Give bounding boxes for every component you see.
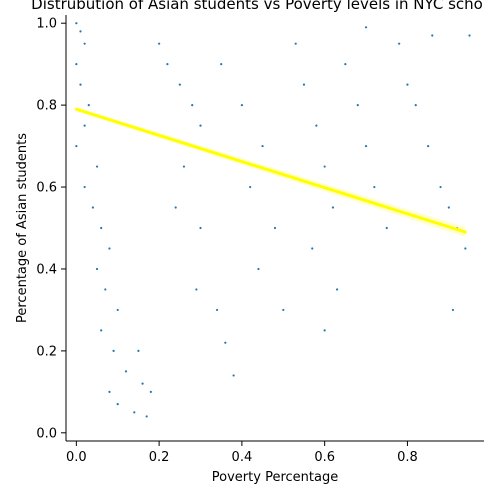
scatter-point: [215, 308, 219, 312]
scatter-point: [323, 165, 326, 168]
scatter-point: [294, 42, 297, 45]
scatter-point: [273, 226, 277, 230]
y-tick-label: 0.6: [36, 181, 57, 196]
axes: [65, 15, 484, 442]
scatter-point: [464, 247, 467, 250]
y-axis-ticks: 0.0 0.2 0.4 0.6 0.8 1.0: [36, 17, 66, 441]
regression: [74, 107, 467, 238]
scatter-point: [335, 288, 339, 291]
scatter-point: [364, 144, 368, 148]
scatter-point: [220, 63, 223, 66]
scatter-point: [373, 185, 376, 189]
scatter-point: [145, 415, 148, 418]
x-tick-label: 0.0: [66, 450, 87, 465]
scatter-point: [331, 206, 335, 209]
y-tick-label: 0.8: [36, 99, 57, 114]
scatter-point: [174, 206, 177, 209]
scatter-point: [95, 267, 99, 271]
x-tick-label: 0.2: [149, 450, 170, 465]
scatter-point: [414, 104, 417, 107]
scatter-point: [240, 104, 243, 107]
scatter-point: [344, 63, 347, 66]
scatter-point: [178, 83, 181, 86]
scatter-point: [100, 226, 103, 230]
chart-title: Distrubution of Asian students vs Povert…: [31, 0, 483, 13]
scatter-point: [468, 34, 471, 37]
scatter-point: [87, 104, 90, 107]
scatter-point: [385, 226, 388, 230]
scatter-point: [79, 30, 82, 33]
scatter-point: [439, 185, 442, 189]
scatter-point: [451, 308, 455, 312]
scatter-point: [108, 390, 111, 393]
scatter-point: [323, 329, 326, 332]
scatter-point: [104, 288, 107, 291]
scatter-point: [91, 206, 94, 209]
scatter-point: [232, 374, 235, 377]
y-axis-label: Percentage of Asian students: [15, 133, 30, 323]
y-tick-label: 0.4: [36, 262, 57, 277]
scatter-point: [447, 206, 450, 209]
scatter-point: [249, 185, 252, 189]
scatter-point: [95, 165, 99, 168]
scatter-point: [364, 26, 368, 29]
regression-line: [74, 107, 467, 234]
scatter-point: [195, 288, 198, 291]
scatter-point: [356, 104, 359, 107]
scatter-point: [191, 104, 194, 107]
scatter-point: [133, 411, 136, 414]
scatter-point: [398, 42, 401, 45]
scatter-point: [149, 390, 152, 393]
scatter-point: [137, 349, 140, 352]
scatter-point: [83, 185, 86, 189]
scatter-points: [75, 22, 471, 418]
scatter-point: [182, 165, 186, 168]
scatter-point: [302, 83, 306, 86]
scatter-point: [116, 308, 119, 312]
scatter-point: [315, 124, 318, 127]
scatter-point: [83, 42, 86, 45]
scatter-point: [158, 42, 161, 45]
scatter-point: [257, 267, 260, 271]
y-tick-label: 1.0: [36, 17, 57, 32]
scatter-point: [112, 349, 115, 352]
x-tick-label: 0.8: [397, 450, 418, 465]
scatter-point: [83, 124, 86, 127]
scatter-point: [199, 226, 202, 230]
scatter-point: [224, 341, 227, 344]
scatter-point: [79, 83, 82, 86]
scatter-point: [261, 144, 264, 148]
scatter-point: [100, 329, 103, 332]
scatter-point: [282, 308, 285, 312]
scatter-point: [406, 83, 409, 86]
scatter-point: [199, 124, 202, 127]
scatter-point: [431, 34, 434, 37]
x-axis-label: Poverty Percentage: [212, 470, 338, 485]
scatter-point: [108, 247, 111, 250]
scatter-point: [124, 370, 128, 373]
scatter-point: [116, 403, 119, 406]
scatter-point: [75, 144, 78, 148]
x-tick-label: 0.4: [232, 450, 253, 465]
scatter-point: [427, 144, 430, 148]
x-axis-ticks: 0.0 0.2 0.4 0.6 0.8: [66, 441, 418, 465]
scatter-point: [166, 63, 169, 66]
scatter-point: [75, 63, 78, 66]
scatter-point: [141, 382, 144, 385]
scatter-point: [75, 22, 78, 25]
y-tick-label: 0.2: [36, 344, 57, 359]
x-tick-label: 0.6: [314, 450, 335, 465]
y-tick-label: 0.0: [36, 426, 57, 441]
scatter-point: [311, 247, 314, 250]
